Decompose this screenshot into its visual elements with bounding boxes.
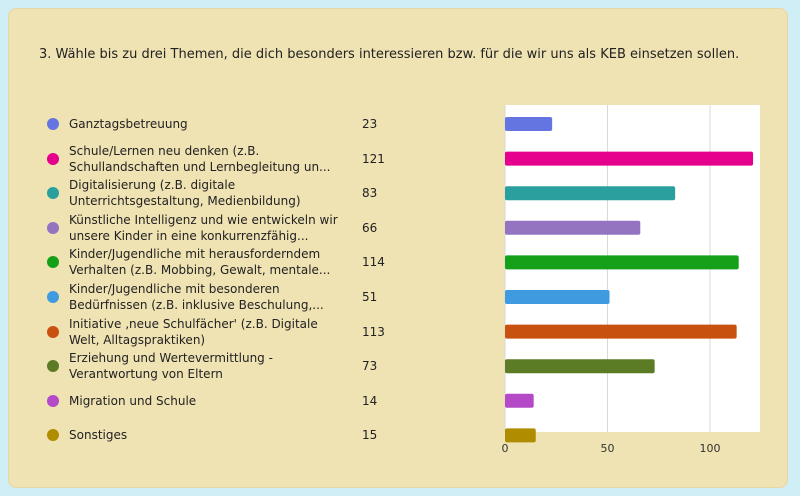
legend-color-dot <box>47 221 59 234</box>
legend-count: 113 <box>362 324 385 339</box>
legend-label: Migration und Schule <box>69 393 197 408</box>
bar[interactable] <box>505 186 676 201</box>
legend-item[interactable]: Ganztagsbetreuung 23 <box>47 107 427 141</box>
legend-label: Schule/Lernen neu denken (z.B. Schulland… <box>69 143 331 174</box>
legend-count: 121 <box>362 151 385 166</box>
legend-label: Sonstiges <box>69 428 128 443</box>
bar[interactable] <box>505 393 534 408</box>
x-tick-label: 50 <box>601 442 615 455</box>
legend-count: 73 <box>362 359 378 374</box>
legend-count: 83 <box>362 186 378 201</box>
legend-count: 23 <box>362 117 378 131</box>
bar[interactable] <box>505 117 553 131</box>
legend-label: Kinder/Jugendliche mit herausforderndem … <box>69 247 331 278</box>
legend-item[interactable]: Sonstiges 15 <box>47 418 427 452</box>
legend-color-dot <box>47 152 59 165</box>
legend-count: 51 <box>362 290 378 304</box>
legend-color-dot <box>47 256 59 269</box>
legend-label: Digitalisierung (z.B. digitale Unterrich… <box>69 178 301 209</box>
legend-count: 14 <box>362 393 378 408</box>
bar[interactable] <box>505 290 610 304</box>
bar[interactable] <box>505 359 655 374</box>
legend-color-dot <box>47 291 59 303</box>
legend-label: Ganztagsbetreuung <box>69 117 188 131</box>
bar[interactable] <box>505 151 754 166</box>
legend-color-dot <box>47 187 59 200</box>
legend-color-dot <box>47 394 59 407</box>
x-tick-label: 100 <box>700 442 721 455</box>
legend-color-dot <box>47 325 59 338</box>
legend-label: Kinder/Jugendliche mit besonderen Bedürf… <box>69 282 324 312</box>
bar[interactable] <box>505 255 739 270</box>
x-tick-label: 0 <box>502 442 509 455</box>
bar[interactable] <box>505 220 641 235</box>
legend-item[interactable]: Kinder/Jugendliche mit herausforderndem … <box>47 245 427 279</box>
legend-label: Erziehung und Wertevermittlung - Verantw… <box>69 351 273 382</box>
legend-color-dot <box>47 118 59 130</box>
legend-color-dot <box>47 360 59 373</box>
legend-item[interactable]: Schule/Lernen neu denken (z.B. Schulland… <box>47 142 427 176</box>
legend-count: 66 <box>362 220 378 235</box>
legend-item[interactable]: Migration und Schule 14 <box>47 384 427 418</box>
question-title: 3. Wähle bis zu drei Themen, die dich be… <box>39 47 740 62</box>
legend-item[interactable]: Künstliche Intelligenz und wie entwickel… <box>47 211 427 245</box>
legend-item[interactable]: Digitalisierung (z.B. digitale Unterrich… <box>47 176 427 210</box>
bar[interactable] <box>505 428 536 443</box>
legend-label: Künstliche Intelligenz und wie entwickel… <box>69 212 338 243</box>
legend-item[interactable]: Erziehung und Wertevermittlung - Verantw… <box>47 349 427 383</box>
legend-item[interactable]: Kinder/Jugendliche mit besonderen Bedürf… <box>47 280 427 314</box>
legend-count: 114 <box>362 255 385 270</box>
legend-label: Initiative ‚neue Schulfächer' (z.B. Digi… <box>69 316 318 347</box>
legend-color-dot <box>47 429 59 442</box>
legend-count: 15 <box>362 428 378 443</box>
bar[interactable] <box>505 324 737 339</box>
legend-item[interactable]: Initiative ‚neue Schulfächer' (z.B. Digi… <box>47 315 427 349</box>
